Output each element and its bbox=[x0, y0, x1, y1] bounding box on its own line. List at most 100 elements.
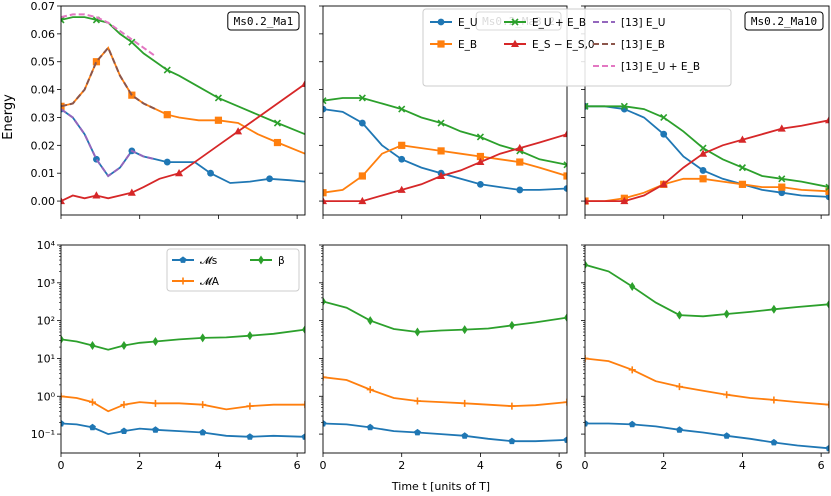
legend-label: E_S − E_S,0 bbox=[532, 39, 595, 51]
M_A-line bbox=[323, 376, 567, 408]
M_A-line bbox=[61, 395, 305, 413]
E_U-point bbox=[825, 193, 829, 201]
beta-line bbox=[323, 300, 567, 333]
beta-legend-point bbox=[258, 255, 264, 265]
beta-point bbox=[152, 337, 159, 347]
M_A-point bbox=[585, 354, 589, 362]
M_s-point bbox=[366, 423, 374, 431]
M_s-point bbox=[120, 427, 128, 434]
beta-point bbox=[246, 331, 253, 341]
E_UB-point bbox=[620, 102, 628, 110]
legend-label: [13] E_B bbox=[621, 39, 665, 51]
E_S-point bbox=[515, 143, 524, 152]
E_UB-point bbox=[660, 113, 668, 122]
E_U-line bbox=[61, 108, 305, 184]
E_UB-point bbox=[476, 133, 484, 141]
M_s-point bbox=[563, 436, 567, 443]
E_U-legend-point bbox=[437, 18, 445, 26]
E_S-point bbox=[92, 191, 101, 199]
y-tick-label: 10³ bbox=[37, 277, 55, 290]
beta-line bbox=[585, 263, 829, 318]
x-tick-label: 6 bbox=[294, 459, 301, 472]
E_U-point bbox=[516, 186, 524, 194]
E_S-point bbox=[585, 196, 589, 205]
E_UB-point bbox=[61, 16, 65, 24]
E_UB-point bbox=[128, 38, 136, 46]
beta-point bbox=[120, 341, 127, 351]
M_s-line bbox=[61, 422, 305, 438]
M_A-point bbox=[88, 398, 96, 406]
E_S-point bbox=[738, 135, 747, 143]
E_B-point bbox=[214, 116, 223, 124]
E_B-point bbox=[358, 172, 366, 180]
E_S-point bbox=[175, 169, 184, 177]
M_A-point bbox=[461, 399, 469, 407]
E_UB-point bbox=[398, 105, 406, 113]
M_A-point bbox=[413, 397, 421, 405]
legend-numbers: 𝓜s β 𝓜A bbox=[166, 248, 300, 292]
beta-point bbox=[508, 320, 515, 330]
beta-point bbox=[564, 313, 567, 323]
panel-numbers-3: 0 2 4 6 bbox=[581, 244, 830, 472]
M_A-legend-point bbox=[179, 277, 187, 285]
legend-label: E_U + E_B bbox=[532, 17, 586, 29]
ref_E_UB-line bbox=[61, 13, 157, 58]
panel-energy-1: 0.00 0.01 0.02 0.03 0.04 0.05 0.06 0.07 Ms0.2_Ma… bbox=[31, 0, 306, 219]
E_S-point bbox=[234, 127, 243, 135]
axes-frame bbox=[60, 244, 306, 454]
panels-group: 0.00 0.01 0.02 0.03 0.04 0.05 0.06 0.07 Ms0.2_Ma… bbox=[31, 0, 830, 472]
E_B-point bbox=[273, 138, 282, 147]
E_B-point bbox=[516, 158, 524, 166]
E_U-point bbox=[477, 180, 484, 188]
legend-label: β bbox=[278, 255, 285, 267]
panel-title-box bbox=[227, 11, 300, 31]
M_s-point bbox=[301, 433, 305, 440]
E_S-point bbox=[620, 196, 629, 205]
legend-energy: E_U E_B E_U + E_B E_S − E_S,0 [13] E_U [13] E… bbox=[422, 8, 732, 87]
M_s-point bbox=[676, 426, 683, 433]
E_UB-point bbox=[163, 66, 171, 74]
panel-title: Ms0.2_Ma10 bbox=[751, 15, 817, 28]
y-tick-label: 10¹ bbox=[37, 352, 55, 365]
E_U-point bbox=[398, 155, 406, 163]
E_S-point bbox=[437, 171, 446, 179]
E_B-line bbox=[323, 144, 567, 194]
x-tick-label: 4 bbox=[215, 459, 222, 472]
M_A-point bbox=[301, 401, 305, 409]
E_UB-point bbox=[323, 97, 327, 105]
E_B-point bbox=[738, 180, 747, 188]
axes-frame bbox=[322, 5, 568, 216]
M_s-point bbox=[414, 428, 421, 436]
M_s-point bbox=[825, 444, 829, 452]
x-tick-label: 2 bbox=[398, 459, 405, 472]
panel-numbers-1: 0 2 4 6 10⁻¹ 10⁰ 10¹ 10² 10³ 10⁴ bbox=[31, 239, 306, 472]
M_s-point bbox=[770, 438, 778, 446]
y-tick-label: 10⁻¹ bbox=[31, 428, 55, 441]
legend-label: E_B bbox=[458, 39, 477, 51]
E_B-legend-point bbox=[437, 40, 445, 48]
legend-box bbox=[422, 8, 732, 87]
y-tick-label: 0.05 bbox=[31, 56, 56, 69]
y-tick-label: 0.06 bbox=[31, 28, 56, 41]
E_S-point bbox=[301, 79, 305, 88]
E_S-point bbox=[825, 116, 829, 124]
y-tick-label: 10⁰ bbox=[37, 390, 56, 403]
M_A-point bbox=[675, 383, 683, 391]
E_S-point bbox=[397, 185, 406, 193]
E_UB-point bbox=[214, 94, 222, 102]
y-tick-label: 0.01 bbox=[31, 167, 56, 180]
legend-label: [13] E_U + E_B bbox=[621, 61, 700, 73]
E_S-point bbox=[323, 196, 327, 205]
x-tick-label: 0 bbox=[58, 459, 65, 472]
beta-point bbox=[676, 310, 683, 320]
M_A-point bbox=[120, 401, 128, 409]
E_U-point bbox=[563, 185, 567, 192]
E_B-point bbox=[163, 111, 171, 119]
y-tick-label: 0.02 bbox=[31, 139, 56, 152]
M_A-point bbox=[628, 366, 636, 374]
M_s-point bbox=[89, 423, 96, 431]
E_S-line bbox=[61, 83, 305, 202]
E_B-point bbox=[563, 172, 567, 180]
beta-line bbox=[61, 328, 305, 351]
E_S-point bbox=[699, 149, 708, 157]
